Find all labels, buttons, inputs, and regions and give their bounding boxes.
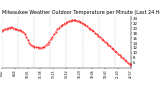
Text: Milwaukee Weather Outdoor Temperature per Minute (Last 24 Hours): Milwaukee Weather Outdoor Temperature pe… [2,10,160,15]
